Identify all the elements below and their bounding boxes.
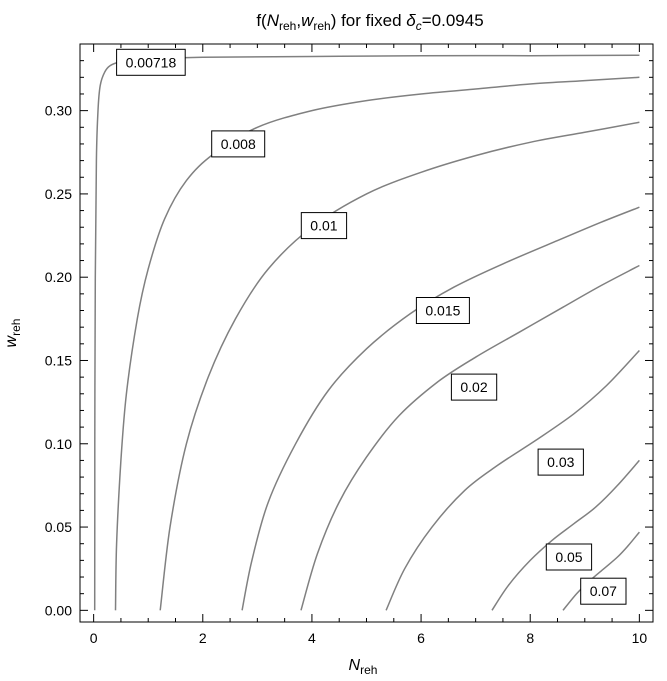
y-tick-label: 0.05 [45, 519, 72, 535]
contour-line-5 [300, 264, 640, 611]
x-tick-label: 0 [90, 630, 98, 646]
contour-label-2: 0.008 [211, 130, 266, 158]
contour-label-text: 0.03 [547, 454, 574, 470]
contour-label-box [211, 130, 266, 158]
contour-label-text: 0.02 [460, 379, 487, 395]
contour-lines [93, 54, 640, 611]
x-tick-label: 8 [526, 630, 534, 646]
contour-label-text: 0.05 [555, 549, 582, 565]
contour-label-text: 0.07 [590, 583, 617, 599]
contour-label-box [545, 543, 593, 571]
y-axis-ticks: 0.00 0.05 0.10 0.15 0.20 0.25 0.30 [45, 43, 653, 618]
plot-frame [79, 43, 654, 623]
x-tick-label: 10 [632, 630, 648, 646]
y-tick-label: 0.15 [45, 352, 72, 368]
contour-label-7: 0.05 [545, 543, 593, 571]
contour-label-8: 0.07 [580, 577, 627, 605]
contour-line-2 [114, 76, 640, 611]
contour-label-3: 0.01 [300, 212, 348, 240]
y-tick-label: 0.00 [45, 602, 72, 618]
contour-label-text: 0.01 [310, 218, 337, 234]
contour-labels: 0.00718 0.008 0.01 0.015 0.02 0.03 0.05 0.07 [116, 48, 627, 605]
y-axis-label: wreh [3, 319, 23, 348]
contour-label-1: 0.00718 [116, 48, 186, 76]
contour-line-6 [385, 349, 640, 611]
x-axis-label: Nreh [349, 657, 378, 677]
contour-line-3 [159, 121, 640, 611]
chart-title: f(Nreh,wreh) for fixed δc=0.0945 [256, 11, 483, 33]
contour-line-4 [241, 206, 640, 611]
contour-label-text: 0.008 [221, 136, 256, 152]
contour-label-box [300, 212, 348, 240]
contour-line-8 [562, 531, 640, 611]
x-tick-label: 6 [417, 630, 425, 646]
contour-label-box [580, 577, 627, 605]
contour-label-text: 0.015 [425, 303, 460, 319]
y-tick-label: 0.25 [45, 186, 72, 202]
x-axis-ticks: 0 2 4 6 8 10 [90, 44, 648, 646]
contour-line-1 [93, 54, 640, 611]
contour-label-box [450, 373, 498, 401]
y-tick-label: 0.20 [45, 269, 72, 285]
contour-label-text: 0.00718 [126, 54, 177, 70]
y-tick-label: 0.10 [45, 436, 72, 452]
contour-label-4: 0.015 [415, 297, 470, 324]
contour-line-7 [491, 459, 640, 611]
x-tick-label: 4 [308, 630, 316, 646]
contour-label-6: 0.03 [537, 448, 584, 476]
contour-label-box [537, 448, 584, 476]
contour-label-5: 0.02 [450, 373, 498, 401]
contour-label-box [415, 297, 470, 324]
x-tick-label: 2 [199, 630, 207, 646]
y-tick-label: 0.30 [45, 103, 72, 119]
contour-label-box [116, 48, 186, 76]
